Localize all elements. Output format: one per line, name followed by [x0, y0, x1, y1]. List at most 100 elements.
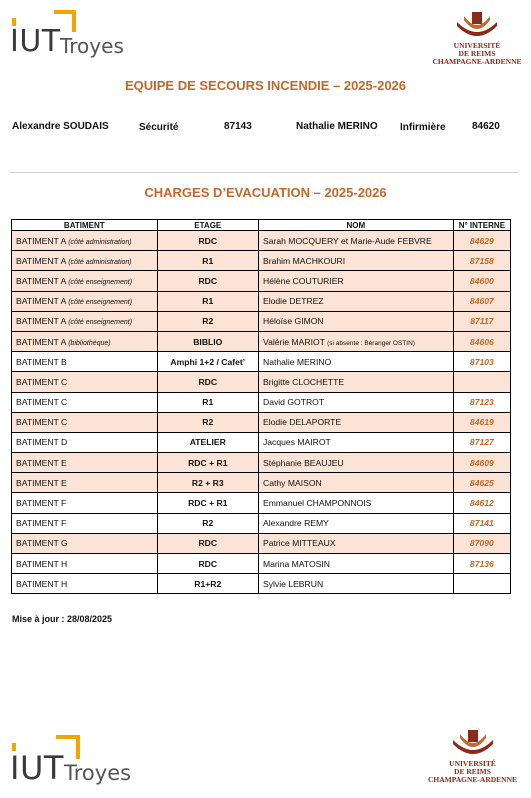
cell-interne: 87136 [452, 552, 512, 575]
cell-nom: Marina MATOSIN [257, 552, 454, 575]
batiment-text: BATIMENT E [16, 477, 67, 488]
cell-batiment: BATIMENT A (côté enseignement) [11, 310, 158, 332]
table-row: BATIMENT A (bibliothèque) BIBLIO Valérie M… [11, 330, 512, 353]
cell-nom: Brigitte CLOCHETTE [257, 371, 454, 393]
cell-nom: Patrice MITTEAUX [257, 532, 454, 555]
batiment-subtitle: (bibliothèque) [68, 339, 111, 347]
cell-etage: RDC [156, 270, 259, 292]
nom-text: Héloïse GIMON [262, 316, 324, 327]
nom-text: Brigitte CLOCHETTE [262, 376, 345, 387]
table-row: BATIMENT E RDC + R1 Stéphanie BEAUJEU 84609 [11, 452, 512, 474]
nom-text: Sarah MOCQUERY et Marie-Aude FEBVRE [262, 235, 432, 246]
table-row: BATIMENT A (côté enseignement) RDC Hélène … [11, 270, 512, 292]
contact-role-1: Sécurité [139, 122, 179, 133]
nom-text: Elodie DELAPORTE [262, 417, 342, 428]
university-name-line3-bottom: CHAMPAGNE-ARDENNE [427, 775, 518, 784]
cell-etage: R1 [156, 250, 259, 272]
cell-etage: Amphi 1+2 / Cafet’ [156, 351, 259, 373]
cell-etage: ATELIER [156, 431, 259, 454]
cell-nom: Brahim MACHKOURI [257, 250, 454, 272]
iut-logo-bottom: IUT Troyes [10, 735, 140, 787]
contact-phone-1: 87143 [224, 121, 252, 132]
iut-logo-text-bottom: IUT [10, 749, 64, 787]
cell-interne: 87158 [452, 250, 512, 272]
cell-etage: R2 + R3 [156, 472, 259, 494]
cell-etage: RDC + R1 [156, 492, 259, 514]
table-row: BATIMENT C RDC Brigitte CLOCHETTE [11, 371, 512, 393]
cell-interne: 84612 [452, 492, 512, 514]
cell-etage: RDC [156, 552, 259, 575]
nom-text: Jacques MAIROT [262, 437, 331, 448]
cell-batiment: BATIMENT B [11, 351, 158, 373]
batiment-subtitle: (côté enseignement) [68, 278, 133, 286]
nom-text: Cathy MAISON [262, 477, 322, 488]
cell-batiment: BATIMENT H [11, 573, 158, 595]
cell-batiment: BATIMENT C [11, 371, 158, 393]
cell-nom: Nathalie MERINO [257, 351, 454, 373]
nom-text: Hélène COUTURIER [262, 275, 344, 286]
cell-batiment: BATIMENT H [11, 552, 158, 575]
iut-city-text: Troyes [60, 34, 124, 58]
nom-text: David GOTROT [262, 397, 325, 408]
cell-etage: R1 [156, 290, 259, 312]
update-date: Mise à jour : 28/08/2025 [12, 614, 113, 624]
section-title-evacuation: CHARGES D’EVACUATION – 2025-2026 [144, 185, 387, 200]
cell-etage: BIBLIO [156, 330, 259, 353]
nom-text: Marina MATOSIN [262, 558, 330, 569]
table-row: BATIMENT C R1 David GOTROT 87123 [11, 391, 512, 413]
cell-batiment: BATIMENT A (côté administration) [11, 229, 158, 252]
table-row: BATIMENT C R2 Elodie DELAPORTE 84619 [11, 411, 512, 433]
contact-name-1: Alexandre SOUDAIS [12, 121, 109, 132]
cell-batiment: BATIMENT C [11, 391, 158, 413]
cell-batiment: BATIMENT F [11, 512, 158, 534]
cell-interne: 87123 [452, 391, 512, 413]
table-row: BATIMENT A (côté enseignement) R1 Elodie D… [11, 290, 512, 312]
university-name-line2-bottom: DE REIMS [454, 767, 491, 776]
contact-role-2: Infirmière [400, 122, 446, 133]
table-row: BATIMENT A (côté administration) RDC Sarah… [11, 229, 512, 252]
cell-etage: RDC + R1 [156, 452, 259, 474]
cell-etage: RDC [156, 229, 259, 252]
cell-nom: David GOTROT [257, 391, 454, 413]
contact-name-2: Nathalie MERINO [296, 121, 378, 132]
cell-batiment: BATIMENT A (côté enseignement) [11, 270, 158, 292]
cell-nom: Elodie DELAPORTE [257, 411, 454, 433]
cell-interne: 84625 [452, 472, 512, 494]
cell-nom: Emmanuel CHAMPONNOIS [257, 492, 454, 514]
cell-etage: R2 [156, 411, 259, 433]
section-title-secours: EQUIPE DE SECOURS INCENDIE – 2025-2026 [124, 78, 407, 93]
cell-nom: Sylvie LEBRUN [257, 573, 454, 595]
cell-interne: 84607 [452, 290, 512, 312]
cell-interne: 84609 [452, 452, 512, 474]
cell-interne: 84606 [452, 330, 512, 353]
table-row: BATIMENT E R2 + R3 Cathy MAISON 84625 [11, 472, 512, 494]
university-emblem-icon-bottom [452, 730, 493, 754]
batiment-text: BATIMENT C [16, 417, 68, 428]
cell-batiment: BATIMENT C [11, 411, 158, 433]
cell-interne: 87141 [452, 512, 512, 534]
cell-nom: Hélène COUTURIER [257, 270, 454, 292]
header-interne: N° INTERNE [452, 219, 512, 231]
cell-nom: Sarah MOCQUERY et Marie-Aude FEBVRE [257, 229, 454, 252]
table-row: BATIMENT F RDC + R1 Emmanuel CHAMPONNOIS 84… [11, 492, 512, 514]
batiment-text: BATIMENT A [16, 255, 66, 266]
university-name-line1: UNIVERSITÉ [453, 41, 501, 50]
cell-batiment: BATIMENT A (côté enseignement) [11, 290, 158, 312]
cell-etage: R2 [156, 310, 259, 332]
table-row: BATIMENT A (côté enseignement) R2 Héloïse … [11, 310, 512, 332]
batiment-text: BATIMENT C [16, 397, 68, 408]
evacuation-table: BATIMENT ETAGE NOM N° INTERNE BATIMENT A… [11, 219, 512, 595]
nom-text: Patrice MITTEAUX [262, 538, 336, 549]
iut-logo-top: IUT Troyes [10, 10, 130, 60]
university-emblem-icon [457, 12, 497, 36]
university-logo-top: UNIVERSITÉ DE REIMS CHAMPAGNE-ARDENNE [432, 12, 522, 66]
header-batiment: BATIMENT [11, 219, 158, 231]
batiment-text: BATIMENT A [16, 235, 66, 246]
table-row: BATIMENT B Amphi 1+2 / Cafet’ Nathalie MER… [11, 351, 512, 373]
table-row: BATIMENT F R2 Alexandre REMY 87141 [11, 512, 512, 534]
iut-logo-mark [12, 10, 76, 32]
batiment-text: BATIMENT H [16, 558, 68, 569]
nom-note: (si absente : Béranger OSTIN) [327, 339, 415, 347]
cell-interne: 87117 [452, 310, 512, 332]
batiment-text: BATIMENT G [16, 538, 68, 549]
